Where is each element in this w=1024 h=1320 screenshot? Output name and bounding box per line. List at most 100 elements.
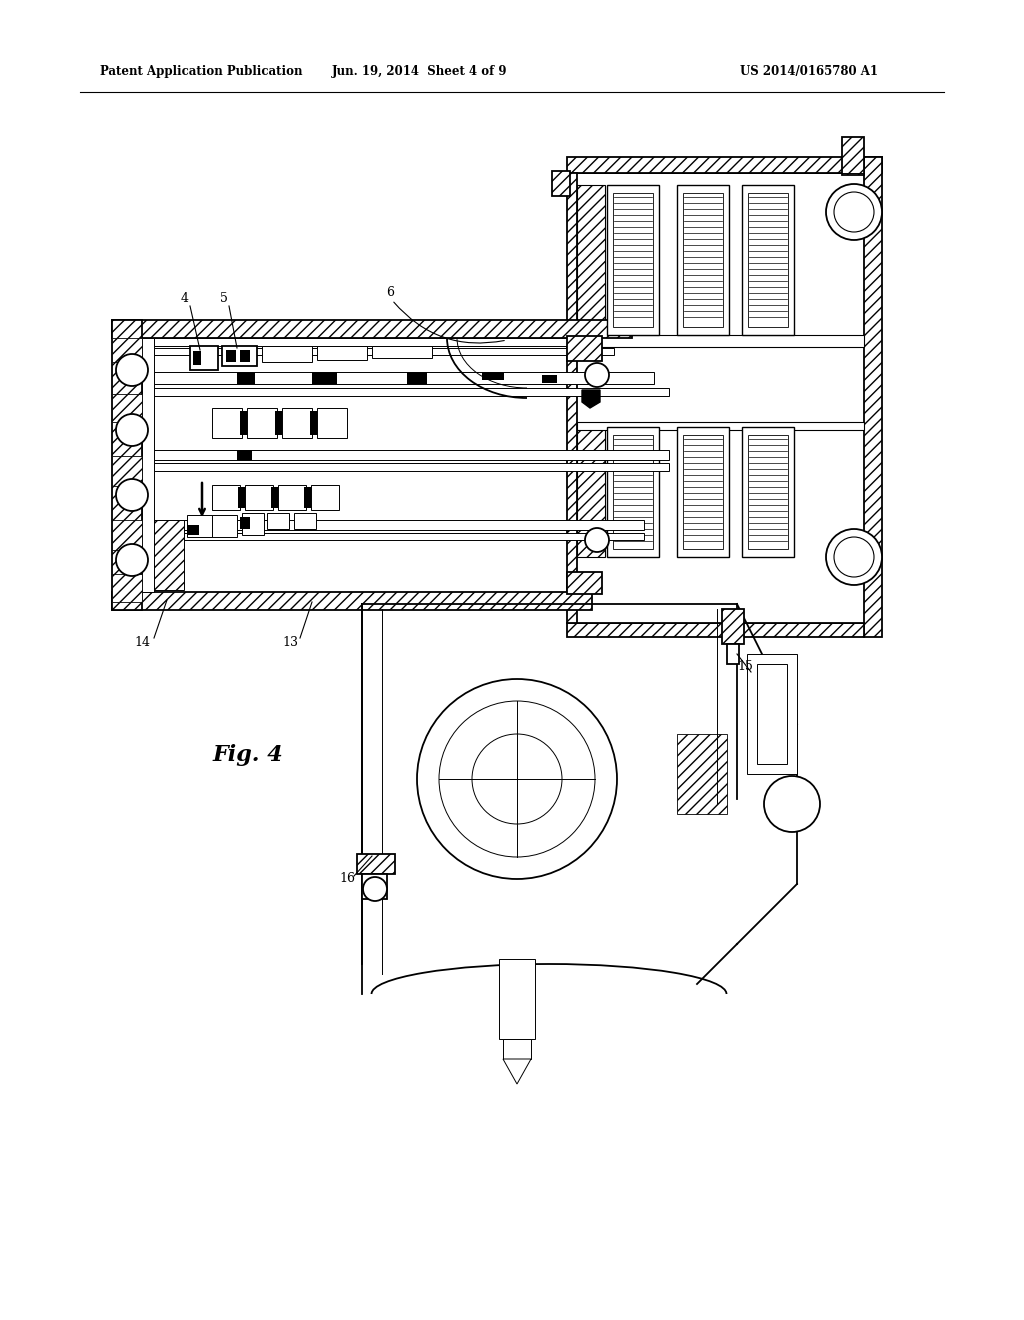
Bar (142, 338, 154, 591)
Bar (154, 533, 644, 540)
Bar (742, 185, 794, 335)
Circle shape (116, 479, 148, 511)
Bar (262, 346, 312, 362)
Bar (312, 372, 337, 384)
Bar (613, 193, 653, 327)
Bar (567, 173, 577, 623)
Bar (683, 193, 723, 327)
Bar (362, 874, 387, 899)
Text: US 2014/0165780 A1: US 2014/0165780 A1 (740, 66, 878, 78)
Bar (577, 422, 864, 430)
Bar (154, 388, 669, 396)
Bar (683, 436, 723, 549)
Bar (247, 408, 278, 438)
Text: 15: 15 (737, 660, 753, 672)
Bar (727, 644, 739, 664)
Text: 5: 5 (220, 292, 228, 305)
Bar (240, 350, 250, 362)
Circle shape (116, 354, 148, 385)
Bar (607, 426, 659, 557)
Bar (742, 426, 794, 557)
Bar (112, 591, 592, 610)
Bar (275, 411, 282, 436)
Circle shape (585, 528, 609, 552)
Bar (317, 346, 367, 360)
Bar (242, 513, 264, 535)
Bar (112, 393, 142, 422)
Bar (613, 436, 653, 549)
Bar (112, 319, 142, 610)
Bar (190, 346, 218, 370)
Circle shape (116, 414, 148, 446)
Bar (567, 337, 602, 360)
Circle shape (826, 183, 882, 240)
Bar (222, 346, 257, 366)
Bar (577, 426, 605, 557)
Text: 4: 4 (181, 292, 189, 305)
Bar (757, 664, 787, 764)
Text: 14: 14 (134, 635, 150, 648)
Bar (577, 185, 605, 335)
Circle shape (585, 363, 609, 387)
Bar (567, 572, 602, 594)
Bar (187, 515, 212, 537)
Bar (482, 372, 504, 380)
Bar (240, 411, 247, 436)
Bar (112, 338, 142, 362)
Text: Fig. 4: Fig. 4 (213, 744, 284, 766)
Text: 6: 6 (386, 285, 394, 298)
Circle shape (834, 191, 874, 232)
Bar (112, 455, 142, 486)
Circle shape (826, 529, 882, 585)
Bar (237, 372, 255, 384)
Text: Jun. 19, 2014  Sheet 4 of 9: Jun. 19, 2014 Sheet 4 of 9 (332, 66, 508, 78)
Bar (112, 319, 632, 338)
Text: Patent Application Publication: Patent Application Publication (100, 66, 302, 78)
Bar (278, 484, 306, 510)
Bar (212, 484, 240, 510)
Bar (310, 411, 317, 436)
Bar (212, 515, 237, 537)
Bar (577, 335, 864, 347)
Circle shape (834, 537, 874, 577)
Bar (193, 351, 201, 366)
Bar (154, 463, 669, 471)
Bar (864, 157, 882, 638)
Circle shape (417, 678, 617, 879)
Bar (267, 513, 289, 529)
Bar (212, 408, 242, 438)
Bar (112, 574, 142, 602)
Bar (748, 436, 788, 549)
Bar (567, 157, 882, 173)
Bar (677, 185, 729, 335)
Bar (304, 487, 311, 508)
Bar (607, 185, 659, 335)
Bar (271, 487, 278, 508)
Bar (187, 525, 199, 535)
Bar (154, 372, 654, 384)
Bar (842, 137, 864, 176)
Bar (154, 520, 644, 531)
Bar (357, 854, 395, 874)
Bar (311, 484, 339, 510)
Bar (154, 520, 184, 590)
Bar (407, 372, 427, 384)
Bar (567, 623, 864, 638)
Bar (722, 609, 744, 644)
Bar (154, 338, 584, 346)
Text: 16: 16 (339, 873, 355, 886)
Bar (746, 653, 797, 774)
Bar (499, 960, 535, 1039)
Polygon shape (582, 389, 600, 408)
Text: 13: 13 (282, 635, 298, 648)
Bar (238, 487, 245, 508)
Bar (503, 1039, 531, 1059)
Polygon shape (503, 1059, 531, 1084)
Bar (154, 348, 614, 355)
Bar (245, 484, 273, 510)
Circle shape (362, 876, 387, 902)
Bar (154, 450, 669, 459)
Circle shape (472, 734, 562, 824)
Bar (677, 426, 729, 557)
Bar (240, 517, 250, 529)
